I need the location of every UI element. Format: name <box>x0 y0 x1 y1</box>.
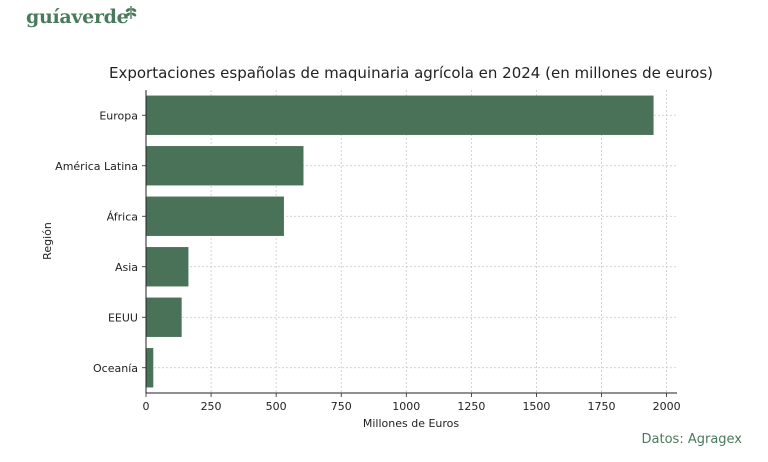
chart-title: Exportaciones españolas de maquinaria ag… <box>109 64 713 82</box>
x-tick-label: 1750 <box>588 400 616 413</box>
x-tick-label: 1250 <box>457 400 485 413</box>
x-axis: 0 250 500 750 1000 1250 1500 1750 2000 <box>143 392 681 413</box>
y-tick-label: Asia <box>115 261 138 274</box>
x-tick-label: 0 <box>143 400 150 413</box>
bar <box>146 146 304 186</box>
bar <box>146 247 189 287</box>
y-tick-label: EEUU <box>108 311 138 324</box>
bar <box>146 348 154 388</box>
x-axis-label: Millones de Euros <box>363 417 460 430</box>
bar <box>146 95 654 135</box>
x-tick-label: 1000 <box>392 400 420 413</box>
x-tick-label: 250 <box>201 400 222 413</box>
x-tick-label: 1500 <box>522 400 550 413</box>
leaf-icon <box>125 6 137 19</box>
bars <box>146 95 654 388</box>
y-tick-label: Europa <box>99 109 138 122</box>
grid-lines <box>145 90 677 393</box>
x-tick-label: 2000 <box>653 400 681 413</box>
brand-logo: guíaverde <box>26 6 137 28</box>
bar <box>146 297 182 337</box>
source-note: Datos: Agragex <box>641 432 742 447</box>
bar <box>146 196 284 236</box>
y-axis-label: Región <box>41 222 54 260</box>
y-tick-label: Oceanía <box>93 362 138 375</box>
y-tick-label: África <box>107 210 138 223</box>
brand-name: guíaverde <box>26 6 129 28</box>
y-tick-label: América Latina <box>55 160 138 173</box>
y-axis: Europa América Latina África Asia EEUU Oceaní… <box>55 90 147 393</box>
x-tick-label: 500 <box>266 400 287 413</box>
x-tick-label: 750 <box>331 400 352 413</box>
